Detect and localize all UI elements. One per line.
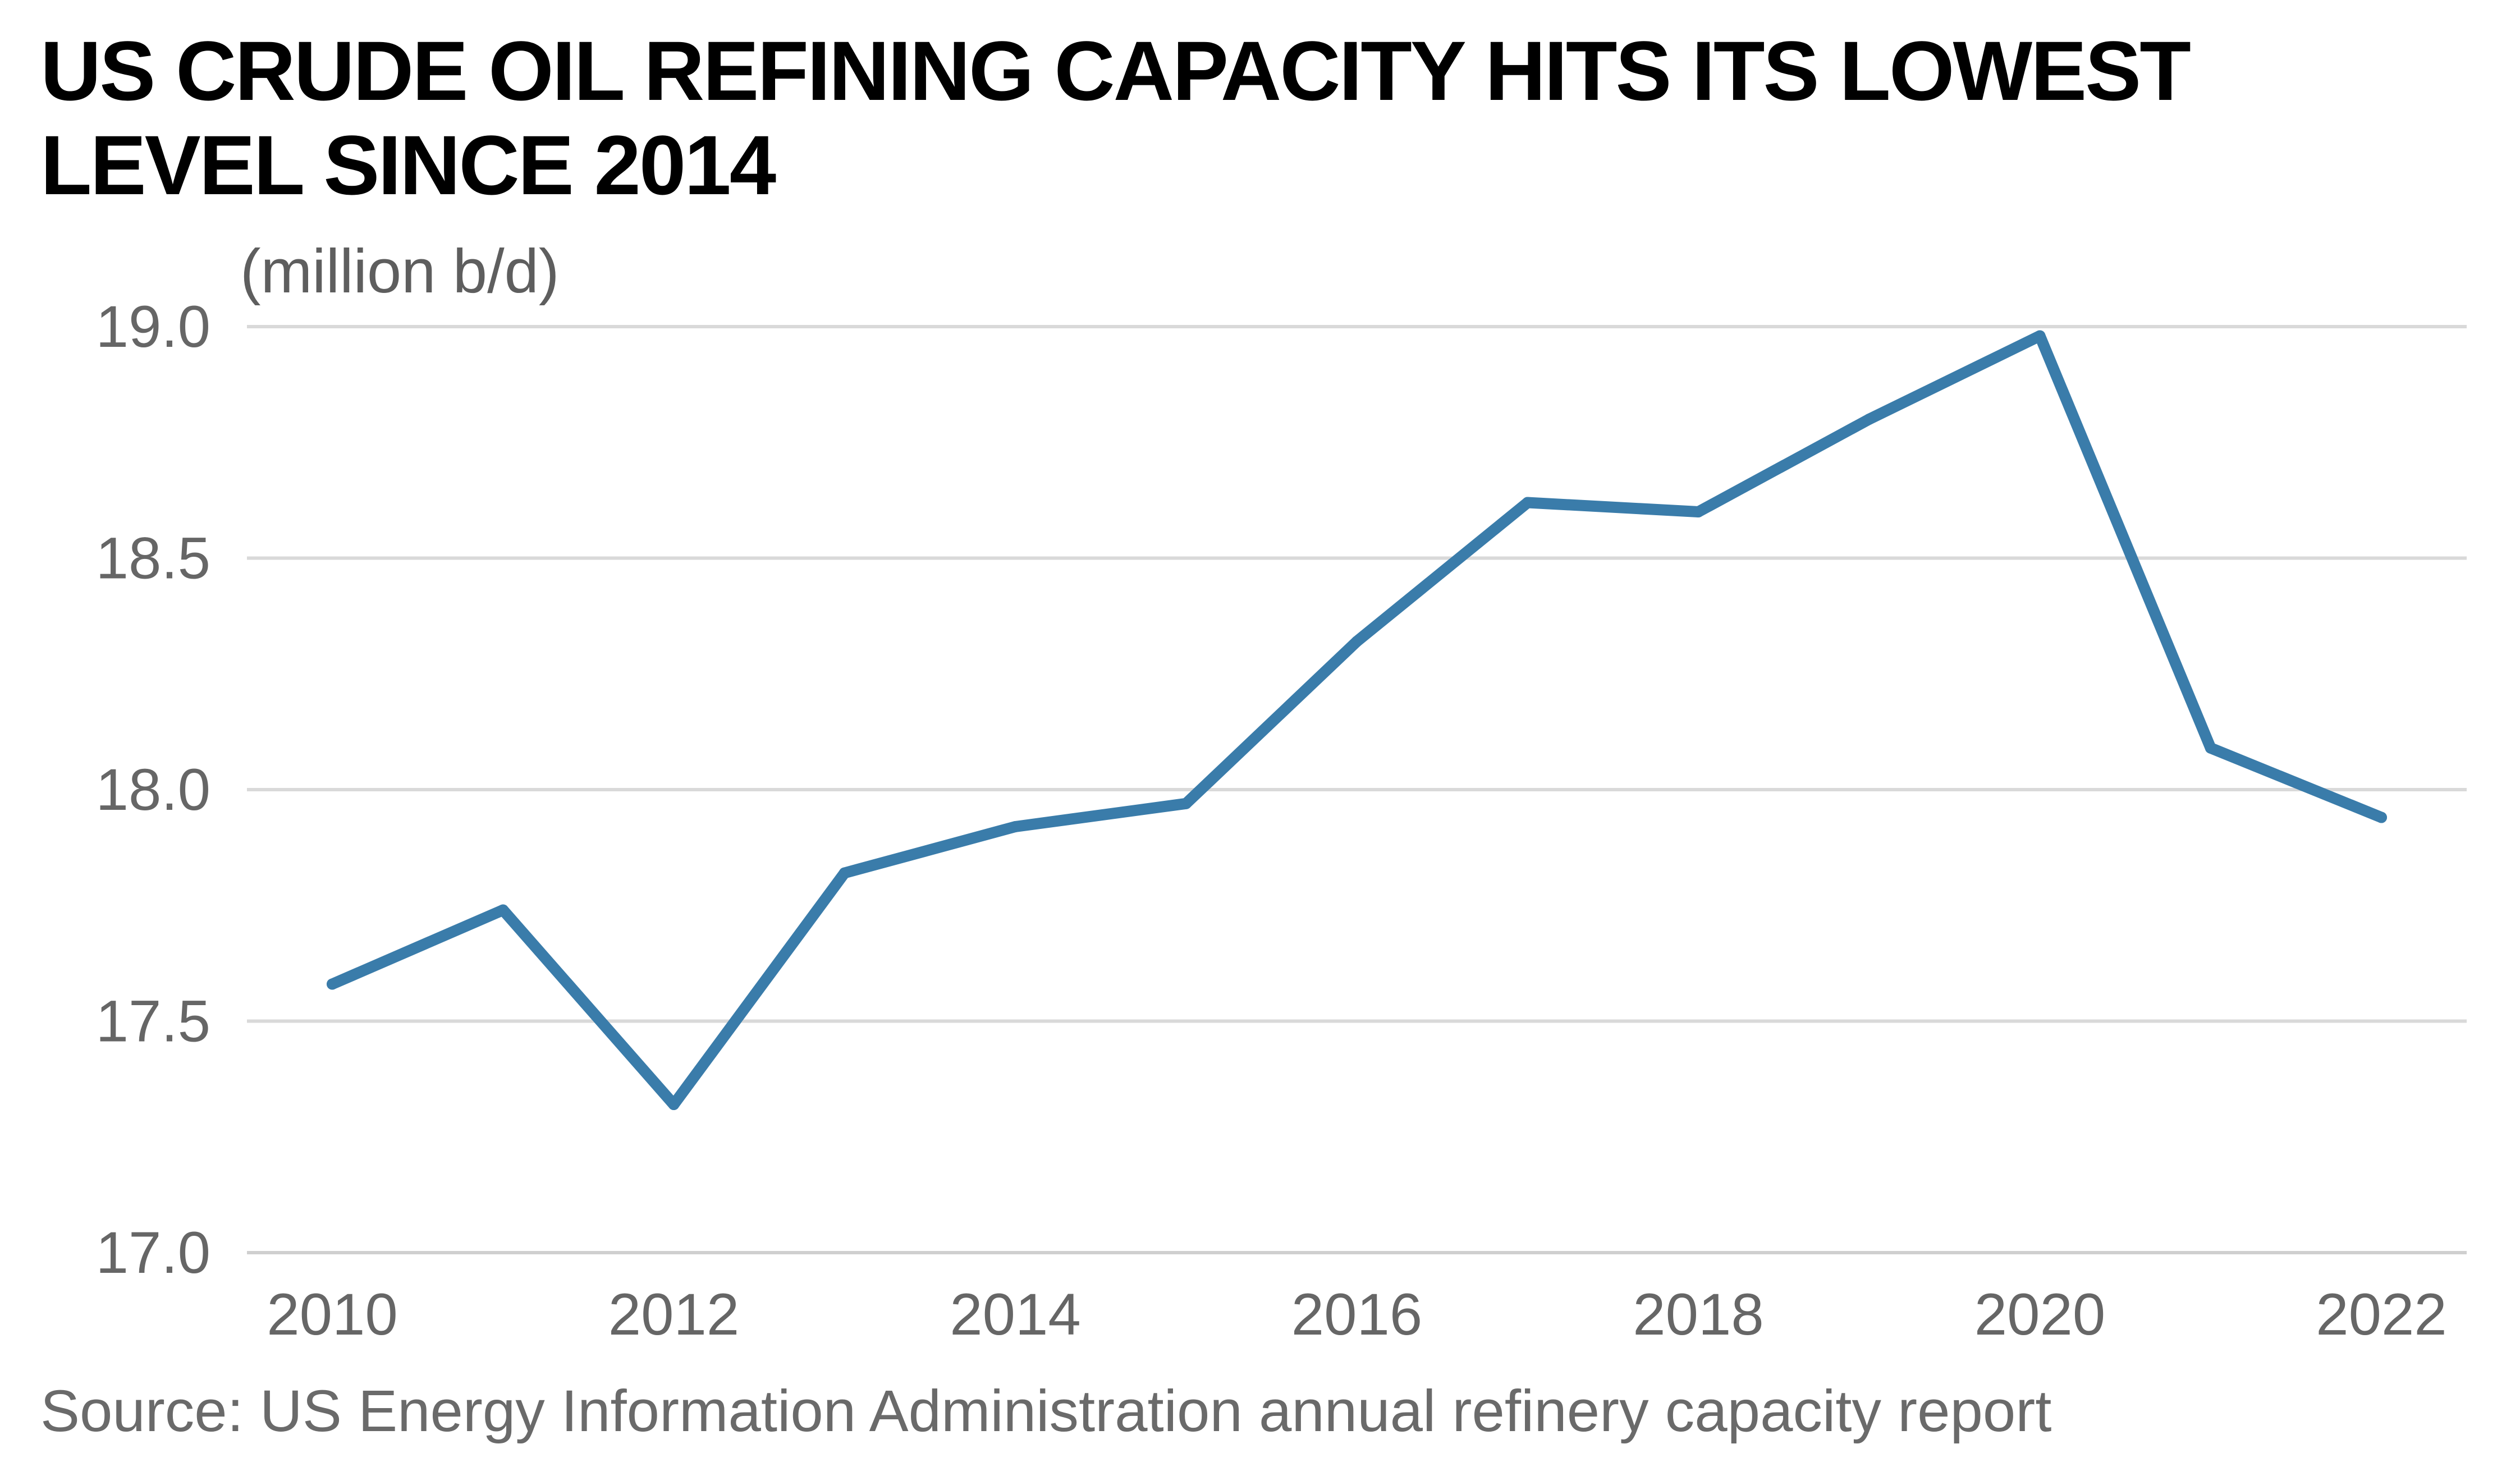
series-line [327,330,2387,1110]
y-tick-label: 17.5 [96,989,210,1055]
data-point [1351,636,1363,647]
x-tick-label: 2016 [1291,1282,1423,1347]
data-point [668,1099,680,1110]
data-point [1693,506,1704,517]
y-tick-label: 17.0 [96,1220,210,1286]
data-point [1010,821,1021,832]
gridlines [247,325,2467,1254]
data-point [1863,414,1875,425]
x-tick-label: 2020 [1974,1282,2106,1347]
data-point [1180,797,1192,809]
data-point [2376,812,2387,823]
y-axis-unit-label: (million b/d) [240,237,560,306]
source-note: Source: US Energy Information Administra… [40,1378,2052,1444]
y-axis-tick-labels: 17.0 17.5 18.0 18.5 19.0 [96,294,210,1286]
data-point [1522,497,1533,508]
data-point [497,904,509,916]
y-tick-label: 18.5 [96,526,210,592]
y-tick-label: 19.0 [96,294,210,360]
data-point [2205,742,2216,754]
data-point [327,978,338,990]
x-tick-label: 2012 [608,1282,740,1347]
x-tick-label: 2018 [1633,1282,1764,1347]
y-tick-label: 18.0 [96,757,210,823]
data-series [327,330,2387,1110]
chart-title: US CRUDE OIL REFINING CAPACITY HITS ITS … [40,24,2191,212]
data-point [839,867,850,879]
x-tick-label: 2022 [2316,1282,2447,1347]
data-point [2034,330,2046,342]
x-tick-label: 2010 [267,1282,398,1347]
x-axis-tick-labels: 2010 2012 2014 2016 2018 2020 2022 [267,1282,2447,1347]
x-tick-label: 2014 [950,1282,1081,1347]
